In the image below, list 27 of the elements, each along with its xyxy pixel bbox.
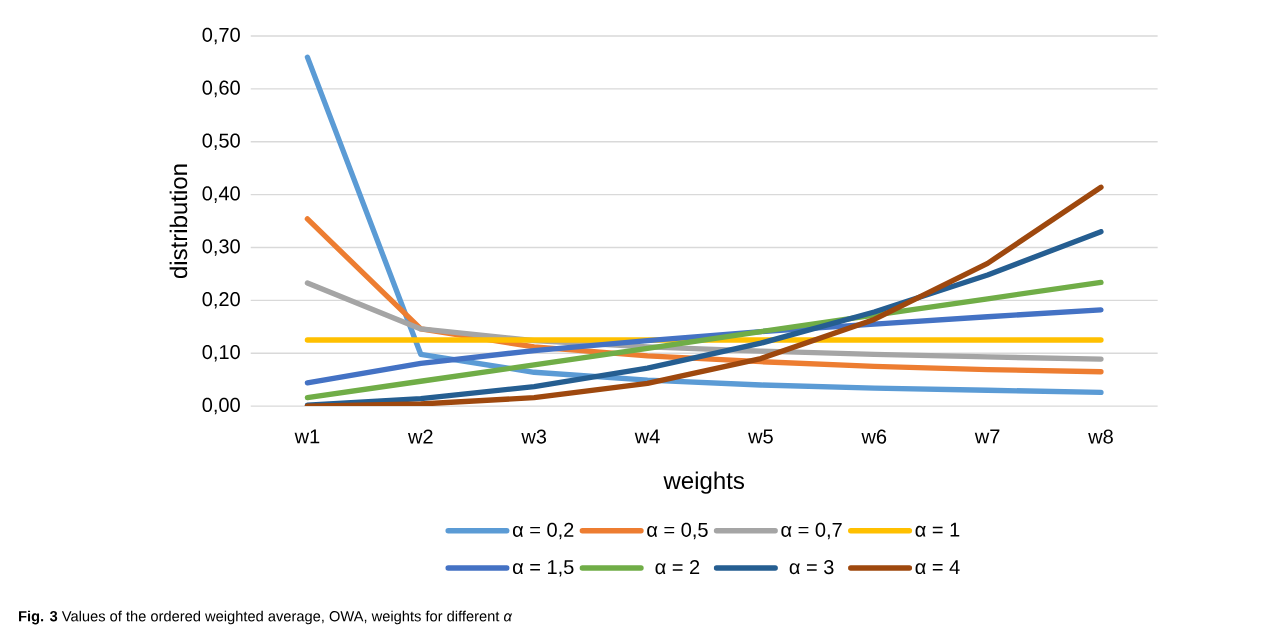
x-tick-label: w2 [407,429,433,444]
legend-label: α = 1 [915,522,960,537]
legend-label: α = 3 [789,559,834,575]
legend-label: α = 2 [655,559,700,575]
x-tick-label: w4 [634,429,660,444]
x-tick-label: w7 [974,429,1000,444]
x-axis-title: weights [663,471,745,494]
y-tick-label: 0,70 [202,27,240,45]
legend-label: α = 0,2 [512,522,574,540]
y-tick-label: 0,50 [202,133,240,150]
y-tick-label: 0,20 [202,292,240,309]
text: Fig. 3 Values of the ordered weighted average, OWA, weights for different α [19,610,513,625]
y-tick-label: 0,30 [202,239,240,256]
y-axis-title: distribution [169,164,188,279]
y-tick-label: 0,00 [202,397,240,415]
x-tick-label: w6 [861,429,887,444]
legend-label: α = 0,5 [647,522,708,540]
x-tick-label: w5 [748,429,773,444]
x-tick-label: w1 [294,429,320,444]
x-tick-label: w3 [521,429,547,444]
legend-label: α = 4 [915,560,960,575]
x-tick-label: w8 [1088,429,1113,444]
legend-label: α = 1,5 [512,560,574,577]
y-tick-label: 0,40 [202,186,240,203]
y-tick-label: 0,10 [202,344,240,362]
legend-label: α = 0,7 [781,522,842,540]
y-tick-label: 0,60 [202,80,240,98]
